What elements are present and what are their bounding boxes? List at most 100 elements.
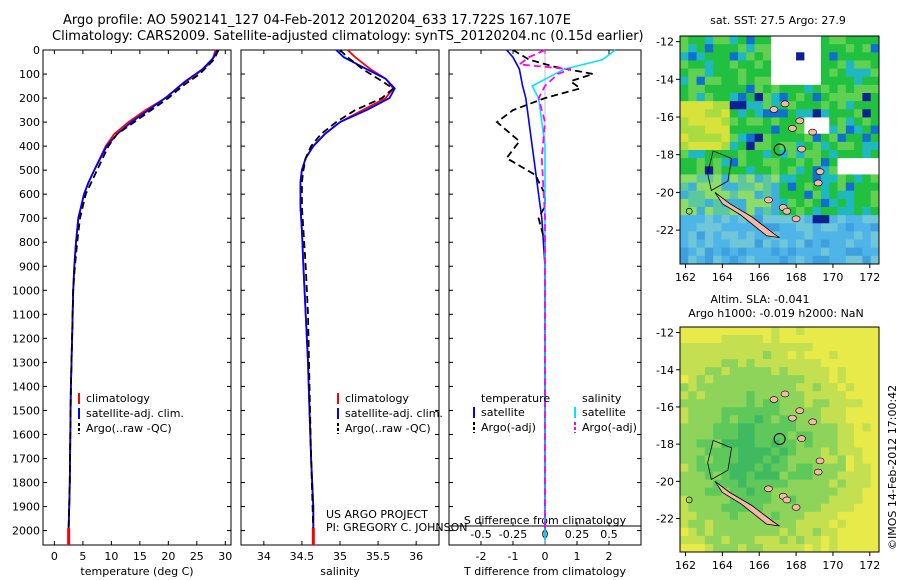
sst-map-cell <box>704 247 714 257</box>
sla-map-cell <box>837 439 847 448</box>
sla-map-cell <box>812 431 822 440</box>
sla-map-cell <box>820 335 830 344</box>
sst-map-cell <box>738 68 747 78</box>
sla-map-cell <box>762 415 772 424</box>
sla-map-cell <box>862 439 872 448</box>
sst-map-cell <box>854 117 863 126</box>
sst-map-cell <box>762 150 772 159</box>
sst-map-cell <box>787 109 797 118</box>
sla-map-cell <box>738 519 747 529</box>
sst-map-cell <box>820 247 830 257</box>
sla-map-cell <box>713 455 722 465</box>
sla-map-cell <box>870 375 880 384</box>
sla-map-cell <box>854 471 863 481</box>
sst-map-cell <box>754 133 764 143</box>
sla-map-cell <box>729 375 739 384</box>
sst-map-cell <box>688 52 697 61</box>
sla-map-cell <box>796 463 805 473</box>
sst-map-cell <box>837 101 847 110</box>
sla-map-cell <box>820 327 830 336</box>
sla-map-xtick-label: 170 <box>822 559 843 572</box>
sst-map-cell <box>696 44 706 53</box>
sla-map-cell <box>738 527 747 537</box>
sst-map-cell <box>820 117 830 126</box>
sst-map-cell <box>779 166 789 175</box>
sla-map-cell <box>787 463 797 473</box>
sst-map-cell <box>820 52 830 61</box>
sla-map-cell <box>696 407 706 416</box>
sst-map-cell <box>796 60 805 69</box>
sst-map-cell <box>796 76 805 86</box>
sst-map-cell <box>787 52 797 61</box>
sst-map-cell <box>854 215 863 224</box>
sst-map-cell <box>804 158 814 167</box>
sla-map-cell <box>837 423 847 432</box>
salinity-profile-xtick-label: 34 <box>257 550 271 563</box>
sst-map-cell <box>870 166 880 175</box>
sst-map-cell <box>870 44 880 53</box>
sst-map-cell <box>729 117 739 126</box>
sla-map-cell <box>713 415 722 424</box>
sla-map-cell <box>796 399 805 408</box>
sst-map-cell <box>746 223 756 232</box>
sla-map-cell <box>746 511 756 521</box>
sst-map-cell <box>812 223 822 232</box>
sst-map-cell <box>837 117 847 126</box>
sst-map-cell <box>721 182 731 192</box>
sla-map-ytick-label: -16 <box>656 401 674 414</box>
sst-map-cell <box>820 109 830 118</box>
sst-map-cell <box>862 84 872 94</box>
sst-map-cell <box>829 223 838 232</box>
sla-map-cell <box>862 535 872 545</box>
sst-map-cell <box>680 36 689 45</box>
sst-map-cell <box>754 109 764 118</box>
sst-map-cell <box>738 190 747 200</box>
sst-map-new-caledonia-land <box>714 192 780 239</box>
figure-title-line-2: Climatology: CARS2009. Satellite-adjuste… <box>52 29 644 44</box>
sst-map-cell <box>688 174 697 183</box>
sla-map-cell <box>771 535 780 545</box>
sst-map-cell <box>754 198 764 208</box>
sst-map-cell <box>688 76 697 86</box>
sla-map-cell <box>713 543 722 553</box>
sst-map-cell <box>870 174 880 183</box>
sla-map-cell <box>845 487 855 497</box>
sla-map-cell <box>812 543 822 553</box>
sla-map-cell <box>854 543 863 553</box>
sla-map-cell <box>696 447 706 456</box>
sst-map-cell <box>704 215 714 224</box>
sst-map-cell <box>779 198 789 208</box>
sla-map-cell <box>704 527 714 537</box>
sla-map-island <box>780 390 790 398</box>
sla-map-cell <box>870 431 880 440</box>
sst-map-cell <box>804 68 814 78</box>
sst-map-cell <box>804 174 814 183</box>
sla-map-cell <box>746 447 756 456</box>
sla-map-cell <box>779 503 789 513</box>
sla-map-cell <box>713 495 722 505</box>
sst-map-cell <box>787 84 797 94</box>
sla-map-cell <box>845 495 855 505</box>
sla-map-cell <box>696 367 706 376</box>
sst-map-cell <box>680 247 689 257</box>
sst-map-argo-position-marker <box>773 143 786 156</box>
sla-map-cell <box>746 391 756 400</box>
sla-map-cell <box>862 359 872 368</box>
sst-map-cell <box>704 36 714 45</box>
sst-map-cell <box>837 255 847 265</box>
sst-map-cell <box>779 93 789 102</box>
sst-map-cell <box>704 158 714 167</box>
sst-map-cell <box>804 182 814 192</box>
sst-map-cell <box>829 198 838 208</box>
sst-map-cell <box>680 150 689 159</box>
sla-map-cell <box>820 463 830 473</box>
sla-map-cell <box>738 431 747 440</box>
sla-map-cell <box>787 431 797 440</box>
depth-tick-label: 300 <box>19 116 40 129</box>
sla-map-cell <box>820 535 830 545</box>
sla-map-cell <box>762 543 772 553</box>
difference-profile-xtick-label: 2 <box>606 550 613 563</box>
sst-map-cell <box>696 133 706 143</box>
sst-map-cell <box>820 125 830 135</box>
sst-map-cell <box>862 68 872 78</box>
